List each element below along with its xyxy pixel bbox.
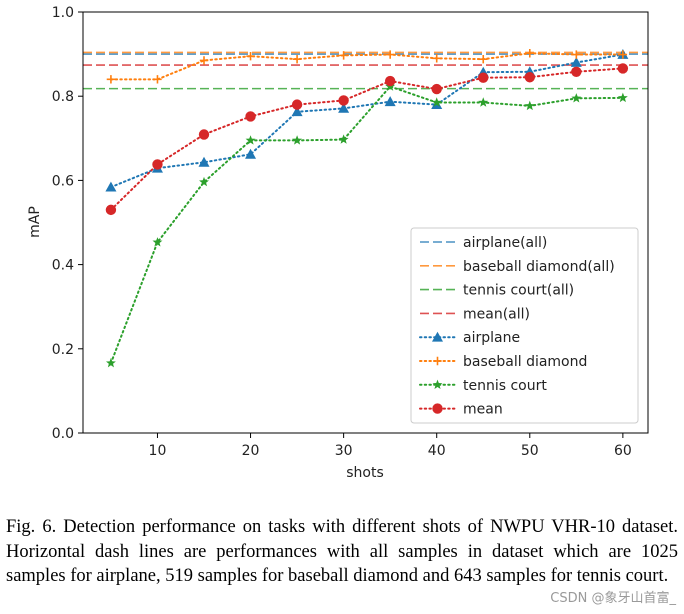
y-tick-label: 0.8 xyxy=(52,89,74,105)
y-tick-label: 1.0 xyxy=(52,5,74,21)
data-point-tennis-court xyxy=(152,237,163,247)
data-point-baseball-diamond xyxy=(618,50,628,59)
y-tick-label: 0.0 xyxy=(52,426,74,442)
series-line-tennis-court xyxy=(109,85,624,365)
data-point-tennis-court xyxy=(245,135,256,145)
legend-item-mean: mean xyxy=(419,402,503,418)
legend-label: airplane(all) xyxy=(463,235,547,251)
data-point-tennis-court xyxy=(431,97,442,107)
plot-area-frame xyxy=(82,11,649,434)
data-point-baseball-diamond xyxy=(339,51,348,60)
legend-marker xyxy=(433,356,442,366)
x-axis-label: shots xyxy=(346,465,384,481)
data-point-tennis-court xyxy=(292,135,303,145)
data-point-mean xyxy=(524,72,535,83)
x-tick-label: 30 xyxy=(335,443,353,459)
data-point-baseball-diamond xyxy=(572,50,581,59)
x-tick-label: 50 xyxy=(521,443,539,459)
legend-item-baseball-diamond-all: baseball diamond(all) xyxy=(420,259,615,275)
legend-label: mean(all) xyxy=(463,306,530,322)
data-point-tennis-court xyxy=(571,93,582,103)
legend-frame xyxy=(410,227,639,424)
data-point-airplane xyxy=(105,181,117,192)
legend-marker xyxy=(432,379,443,390)
legend-label: mean xyxy=(463,402,503,418)
data-point-mean xyxy=(431,83,442,95)
series-line-mean xyxy=(109,67,624,211)
legend-item-mean-all: mean(all) xyxy=(420,306,530,322)
legend-item-airplane-all: airplane(all) xyxy=(420,235,547,251)
figure-caption: Fig. 6. Detection performance on tasks w… xyxy=(6,517,678,586)
data-point-tennis-court xyxy=(199,176,209,187)
y-axis-label: mAP xyxy=(27,206,43,238)
series-airplane xyxy=(105,49,629,192)
legend-marker xyxy=(432,331,443,342)
legend-label: airplane xyxy=(463,330,520,346)
data-point-mean xyxy=(291,99,303,110)
data-point-mean xyxy=(384,75,396,87)
data-point-airplane xyxy=(291,106,303,117)
data-point-tennis-court xyxy=(617,92,628,103)
data-point-tennis-court xyxy=(478,97,489,107)
y-tick-label: 0.6 xyxy=(52,173,74,189)
chart: 10 20 30 40 50 60 0.0 0.2 0.4 0.6 0.8 1.0 shots mAP… xyxy=(27,5,649,481)
data-point-mean xyxy=(152,159,163,170)
data-point-mean xyxy=(478,72,489,83)
data-point-baseball-diamond xyxy=(246,52,255,61)
x-tick-label: 60 xyxy=(614,443,632,459)
data-point-baseball-diamond xyxy=(292,54,302,64)
data-point-baseball-diamond xyxy=(479,54,488,64)
legend-label: baseball diamond xyxy=(463,354,587,370)
series-baseball-diamond xyxy=(106,49,628,84)
legend-item-baseball-diamond: baseball diamond xyxy=(419,354,587,370)
series-line-airplane xyxy=(109,53,624,189)
series-mean xyxy=(105,63,629,216)
data-point-mean xyxy=(617,63,629,74)
y-tick-label: 0.4 xyxy=(52,258,74,274)
y-tick-label: 0.2 xyxy=(52,342,74,358)
data-point-baseball-diamond xyxy=(199,56,209,65)
legend-item-tennis-court-all: tennis court(all) xyxy=(420,283,574,299)
series-tennis-court xyxy=(105,81,628,368)
legend-marker xyxy=(432,403,443,414)
data-point-mean xyxy=(571,66,582,77)
data-point-mean xyxy=(105,204,117,216)
x-tick-label: 10 xyxy=(149,443,167,459)
series-line-baseball-diamond xyxy=(109,52,624,81)
legend-label: tennis court(all) xyxy=(463,283,574,299)
data-point-baseball-diamond xyxy=(432,54,441,63)
data-point-tennis-court xyxy=(105,357,116,368)
data-point-baseball-diamond xyxy=(106,75,116,84)
legend-item-airplane: airplane xyxy=(419,330,520,346)
legend-label: tennis court xyxy=(463,378,547,394)
data-point-mean xyxy=(338,95,349,106)
data-point-baseball-diamond xyxy=(385,50,395,59)
legend-item-tennis-court: tennis court xyxy=(419,378,547,394)
data-point-airplane xyxy=(198,156,210,167)
data-point-airplane xyxy=(384,96,396,107)
x-tick-label: 40 xyxy=(428,443,446,459)
data-point-mean xyxy=(245,111,256,122)
data-point-airplane xyxy=(570,57,582,67)
x-tick-label: 20 xyxy=(242,443,260,459)
data-point-tennis-court xyxy=(524,100,535,111)
watermark-text: CSDN @象牙山首富_ xyxy=(550,591,676,606)
legend: airplane(all) baseball diamond(all) tennis… xyxy=(410,227,639,424)
data-point-baseball-diamond xyxy=(525,49,534,58)
data-point-mean xyxy=(198,129,210,140)
data-point-airplane xyxy=(338,102,350,113)
data-point-baseball-diamond xyxy=(153,75,162,84)
data-point-airplane xyxy=(245,148,257,159)
legend-label: baseball diamond(all) xyxy=(463,259,615,275)
data-point-tennis-court xyxy=(338,134,349,144)
